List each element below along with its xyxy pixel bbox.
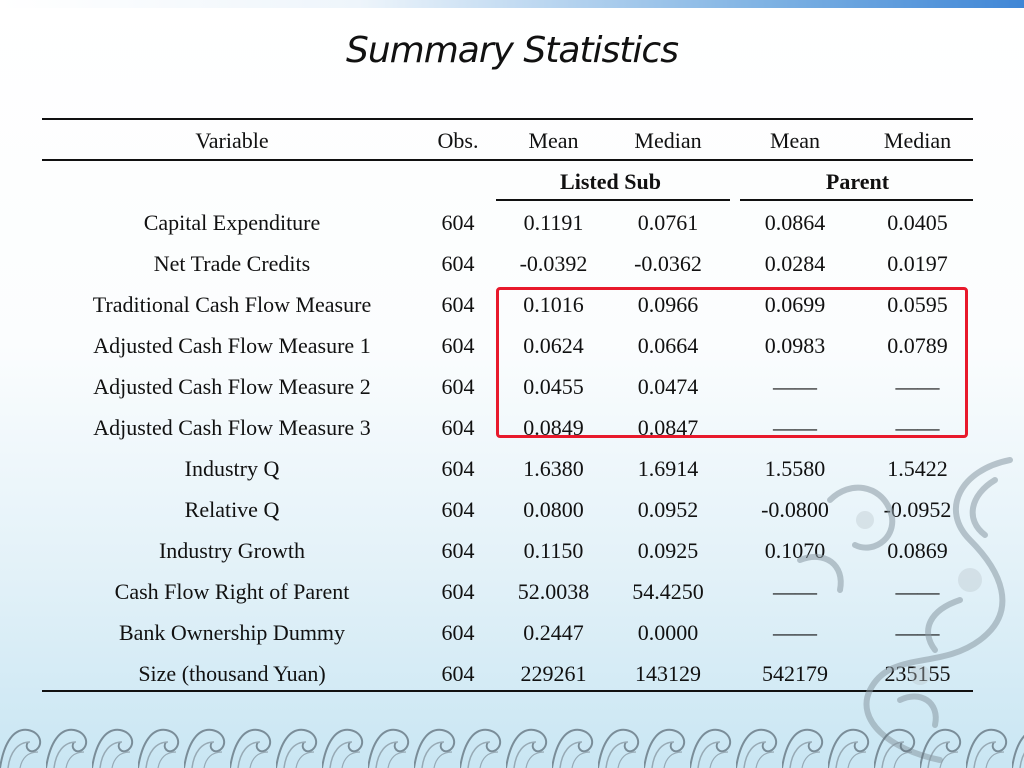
cell-obs: 604 xyxy=(441,456,475,481)
group-label-parent: Parent xyxy=(825,169,890,194)
cell-median-listed-sub: 1.6914 xyxy=(637,456,699,481)
parent-group-rule xyxy=(740,199,973,201)
cell-mean-listed-sub: 0.1150 xyxy=(523,538,584,563)
cell-variable: Cash Flow Right of Parent xyxy=(114,579,350,604)
cell-mean-parent: 0.0699 xyxy=(764,292,826,317)
cell-mean-listed-sub: 52.0038 xyxy=(517,579,590,604)
cell-median-parent: —— xyxy=(895,415,940,440)
cell-median-listed-sub: 0.0925 xyxy=(637,538,699,563)
cell-median-listed-sub: 0.0664 xyxy=(637,333,699,358)
cell-obs: 604 xyxy=(441,374,475,399)
cell-obs: 604 xyxy=(441,579,475,604)
top-accent-bar xyxy=(0,0,1024,8)
group-label-listed-sub: Listed Sub xyxy=(560,169,661,194)
cell-mean-parent: 0.0284 xyxy=(764,251,826,276)
cell-median-parent: 0.0869 xyxy=(887,538,948,563)
cell-median-listed-sub: 0.0761 xyxy=(637,210,699,235)
cell-variable: Relative Q xyxy=(184,497,280,522)
header-mean-parent: Mean xyxy=(769,128,821,153)
cell-mean-listed-sub: 0.1016 xyxy=(523,292,584,317)
cell-median-parent: 1.5422 xyxy=(887,456,948,481)
cell-obs: 604 xyxy=(441,333,475,358)
cell-median-parent: 0.0595 xyxy=(887,292,948,317)
cell-mean-parent: 0.0864 xyxy=(764,210,826,235)
table-top-rule xyxy=(42,118,973,120)
cell-variable: Net Trade Credits xyxy=(153,251,311,276)
cell-variable: Industry Growth xyxy=(158,538,306,563)
slide-title: Summary Statistics xyxy=(346,30,679,71)
cell-mean-listed-sub: 0.0455 xyxy=(523,374,584,399)
cell-obs: 604 xyxy=(441,415,475,440)
cell-median-listed-sub: 0.0000 xyxy=(637,620,699,645)
cell-mean-parent: 542179 xyxy=(762,661,828,686)
cell-mean-listed-sub: 0.0849 xyxy=(523,415,584,440)
header-variable: Variable xyxy=(195,128,269,153)
cell-variable: Capital Expenditure xyxy=(143,210,321,235)
cell-median-parent: 0.0789 xyxy=(887,333,948,358)
cell-variable: Adjusted Cash Flow Measure 3 xyxy=(93,415,371,440)
table-header-rule xyxy=(42,159,973,161)
header-median-parent: Median xyxy=(883,128,952,153)
cell-obs: 604 xyxy=(441,251,475,276)
cell-mean-parent: —— xyxy=(773,620,817,645)
cell-mean-parent: 0.0983 xyxy=(764,333,826,358)
header-mean-listed-sub: Mean xyxy=(528,128,579,153)
cell-variable: Bank Ownership Dummy xyxy=(118,620,346,645)
listed-sub-group-rule xyxy=(496,199,730,201)
cell-mean-listed-sub: 1.6380 xyxy=(523,456,584,481)
cell-mean-parent: —— xyxy=(773,374,817,399)
cell-mean-listed-sub: 0.1191 xyxy=(523,210,584,235)
cell-median-listed-sub: 0.0474 xyxy=(637,374,699,399)
cell-median-listed-sub: 0.0952 xyxy=(637,497,699,522)
cell-median-parent: 0.0197 xyxy=(887,251,948,276)
cell-variable: Size (thousand Yuan) xyxy=(138,661,326,686)
cell-median-parent: —— xyxy=(895,579,940,604)
cell-mean-parent: -0.0800 xyxy=(761,497,829,522)
cell-variable: Traditional Cash Flow Measure xyxy=(92,292,372,317)
cell-variable: Adjusted Cash Flow Measure 1 xyxy=(93,333,371,358)
cell-median-listed-sub: 54.4250 xyxy=(632,579,704,604)
table-bottom-rule xyxy=(42,690,973,692)
cell-mean-parent: —— xyxy=(773,415,817,440)
wave-pattern-decoration xyxy=(0,712,1024,768)
cell-obs: 604 xyxy=(441,661,475,686)
cell-median-listed-sub: 143129 xyxy=(635,661,701,686)
header-obs: Obs. xyxy=(437,128,479,153)
cell-median-parent: 0.0405 xyxy=(887,210,948,235)
cell-mean-parent: 1.5580 xyxy=(764,456,826,481)
cell-variable: Industry Q xyxy=(184,456,280,481)
cell-mean-parent: —— xyxy=(773,579,817,604)
cell-mean-listed-sub: 0.0800 xyxy=(523,497,584,522)
cell-obs: 604 xyxy=(441,620,475,645)
cell-obs: 604 xyxy=(441,210,475,235)
cell-variable: Adjusted Cash Flow Measure 2 xyxy=(93,374,371,399)
cell-median-listed-sub: -0.0362 xyxy=(634,251,702,276)
cell-mean-listed-sub: 0.2447 xyxy=(523,620,584,645)
cell-median-parent: —— xyxy=(895,374,940,399)
cell-obs: 604 xyxy=(441,538,475,563)
cell-mean-listed-sub: 0.0624 xyxy=(523,333,584,358)
header-median-listed-sub: Median xyxy=(634,128,702,153)
cell-mean-listed-sub: 229261 xyxy=(520,661,587,686)
cell-median-listed-sub: 0.0847 xyxy=(637,415,699,440)
cell-obs: 604 xyxy=(441,497,475,522)
cell-obs: 604 xyxy=(441,292,475,317)
cell-median-listed-sub: 0.0966 xyxy=(637,292,699,317)
cell-mean-listed-sub: -0.0392 xyxy=(519,251,588,276)
